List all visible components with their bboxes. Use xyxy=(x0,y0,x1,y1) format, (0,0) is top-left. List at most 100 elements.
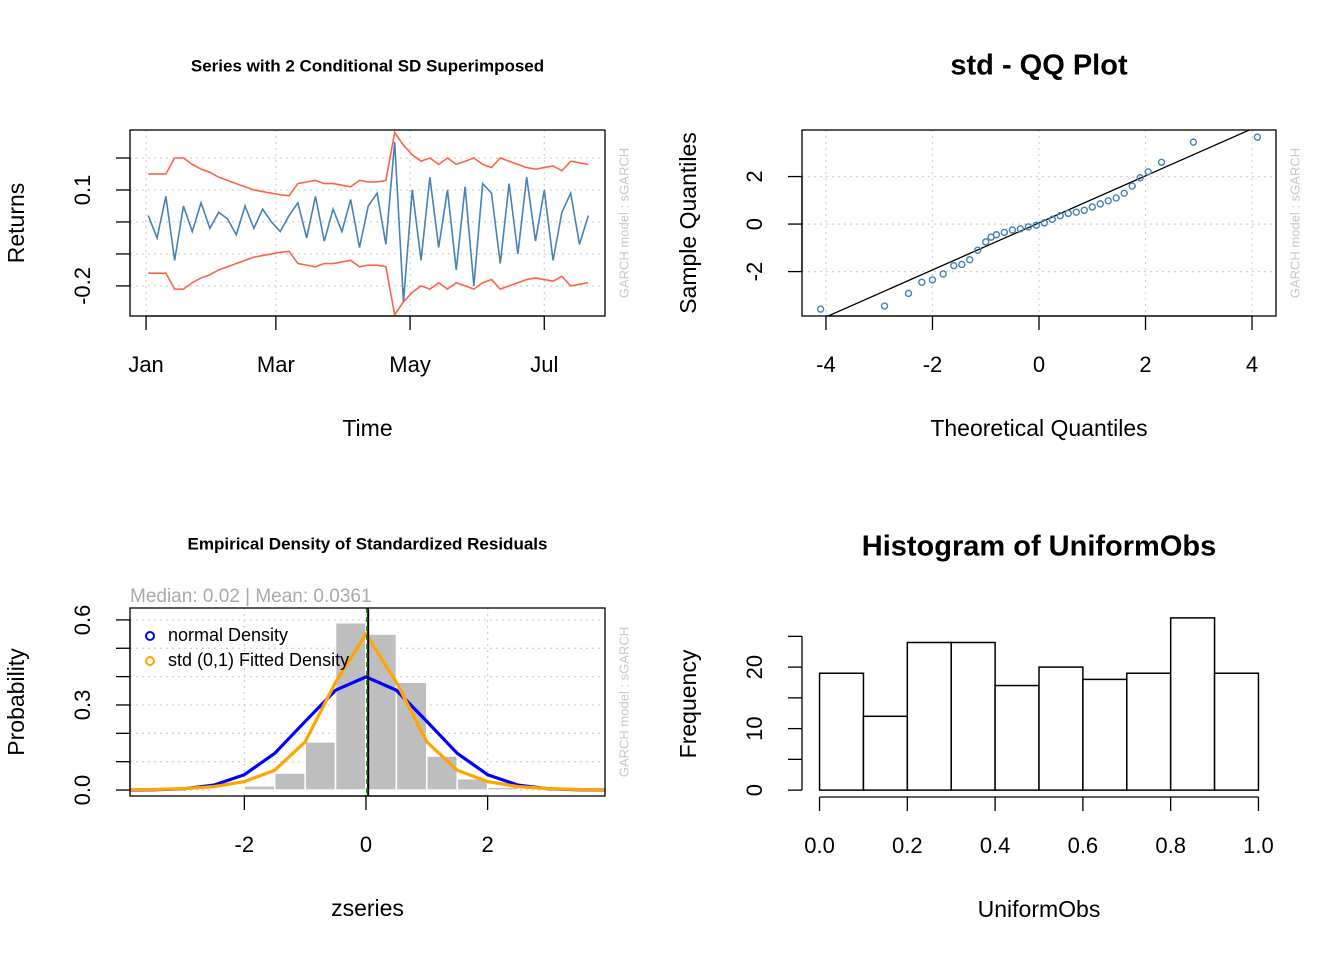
y-tick-label: 0.1 xyxy=(70,175,95,206)
x-tick-label: 0 xyxy=(360,832,372,857)
qq-point xyxy=(1096,200,1104,208)
chart-title: Histogram of UniformObs xyxy=(862,531,1216,563)
histogram-bar xyxy=(1038,666,1084,791)
x-tick-label: Mar xyxy=(257,352,295,377)
qq-point xyxy=(992,231,1001,239)
x-tick-label: 1.0 xyxy=(1243,833,1274,858)
y-axis-title: Returns xyxy=(3,183,29,264)
x-tick-label: -2 xyxy=(235,832,255,857)
qq-point xyxy=(1080,206,1088,214)
y-tick-label: 0.0 xyxy=(70,775,95,806)
plot-area xyxy=(818,617,1260,791)
histogram-bar xyxy=(426,755,458,791)
plot-area xyxy=(130,130,605,316)
qq-point xyxy=(958,260,966,269)
qq-point xyxy=(1008,226,1017,234)
plot-box xyxy=(801,129,1277,317)
x-tick-label: 0.6 xyxy=(1068,833,1099,858)
qq-point xyxy=(1189,138,1198,146)
panel: Histogram of UniformObs UniformObs Frequen… xyxy=(675,531,1274,922)
histogram-bar xyxy=(486,786,519,791)
y-axis-title: Sample Quantiles xyxy=(675,132,701,314)
x-axis-title: UniformObs xyxy=(978,896,1101,922)
panel: Series with 2 Conditional SD Superimpose… xyxy=(3,56,631,441)
qq-point xyxy=(1112,194,1120,202)
histogram-bar xyxy=(950,641,996,791)
x-tick-label: 2 xyxy=(481,832,493,857)
y-tick-label: -0.2 xyxy=(70,267,95,305)
x-axis-title: Theoretical Quantiles xyxy=(930,415,1147,441)
y-tick-label: 10 xyxy=(742,716,767,740)
x-tick-label: 0.0 xyxy=(804,833,835,858)
plot-box xyxy=(129,607,606,797)
qq-point xyxy=(904,289,913,298)
qq-point xyxy=(1064,209,1072,218)
legend-marker xyxy=(145,631,155,641)
histogram-bar xyxy=(304,741,337,791)
series-line xyxy=(148,130,589,197)
chart-title: Empirical Density of Standardized Residu… xyxy=(188,534,548,553)
qq-point xyxy=(939,270,947,278)
qq-point xyxy=(1040,219,1049,227)
watermark: GARCH model : sGARCH xyxy=(616,627,631,777)
qq-point xyxy=(1253,133,1262,141)
x-tick-label: 4 xyxy=(1246,352,1258,377)
qq-point xyxy=(1088,203,1096,211)
histogram-bar xyxy=(1082,678,1128,791)
histogram-bar xyxy=(1126,672,1172,791)
plot-box xyxy=(129,129,606,317)
qq-point xyxy=(1024,223,1033,231)
watermark: GARCH model : sGARCH xyxy=(616,148,631,298)
y-axis-title: Probability xyxy=(3,648,29,756)
legend-label: std (0,1) Fitted Density xyxy=(168,650,349,670)
x-tick-label: 0 xyxy=(1033,352,1045,377)
y-tick-label: 0.3 xyxy=(70,690,95,721)
y-tick-label: 0 xyxy=(742,218,767,230)
x-tick-label: -4 xyxy=(816,352,836,377)
series-line xyxy=(148,250,589,316)
qq-point xyxy=(974,246,982,254)
qq-point xyxy=(1128,182,1136,190)
histogram-bar xyxy=(994,684,1040,791)
annotation: Median: 0.02 | Mean: 0.0361 xyxy=(130,586,372,607)
histogram-bar xyxy=(1213,672,1260,791)
y-tick-label: 2 xyxy=(742,170,767,182)
panel: std - QQ Plot Theoretical Quantiles Sample… xyxy=(675,50,1302,441)
qq-point xyxy=(950,261,958,270)
histogram-bar xyxy=(365,633,398,791)
density-curve xyxy=(130,631,605,792)
histogram-bar xyxy=(1169,617,1216,791)
series-line xyxy=(147,141,590,302)
y-axis-title: Frequency xyxy=(675,649,701,758)
histogram-bar xyxy=(395,681,428,791)
y-tick-label: 20 xyxy=(742,655,767,679)
qq-point xyxy=(1072,208,1080,216)
x-tick-label: 2 xyxy=(1139,352,1151,377)
qq-point xyxy=(1144,168,1152,176)
histogram-bar xyxy=(906,641,952,791)
qq-point xyxy=(966,256,974,264)
plot-area xyxy=(802,130,1276,316)
legend-marker xyxy=(145,656,155,666)
qq-point xyxy=(1056,212,1065,220)
chart-title: std - QQ Plot xyxy=(950,50,1128,82)
qq-point xyxy=(918,278,926,286)
x-tick-label: 0.4 xyxy=(980,833,1011,858)
y-tick-label: 0 xyxy=(742,784,767,796)
qq-point xyxy=(1120,189,1128,197)
histogram-bar xyxy=(862,715,909,791)
y-tick-label: -2 xyxy=(742,262,767,282)
panel: Empirical Density of Standardized Residu… xyxy=(3,534,631,921)
histogram-bar xyxy=(334,621,367,791)
qq-point xyxy=(1016,225,1025,233)
qq-point xyxy=(1048,215,1057,224)
qq-point xyxy=(1157,158,1166,167)
x-tick-label: -2 xyxy=(923,352,943,377)
qq-point xyxy=(880,302,889,310)
qq-point xyxy=(1104,197,1112,205)
histogram-bar xyxy=(243,785,276,791)
histogram-bar xyxy=(274,772,306,791)
histogram-bar xyxy=(818,672,865,791)
qq-point xyxy=(1000,228,1009,237)
